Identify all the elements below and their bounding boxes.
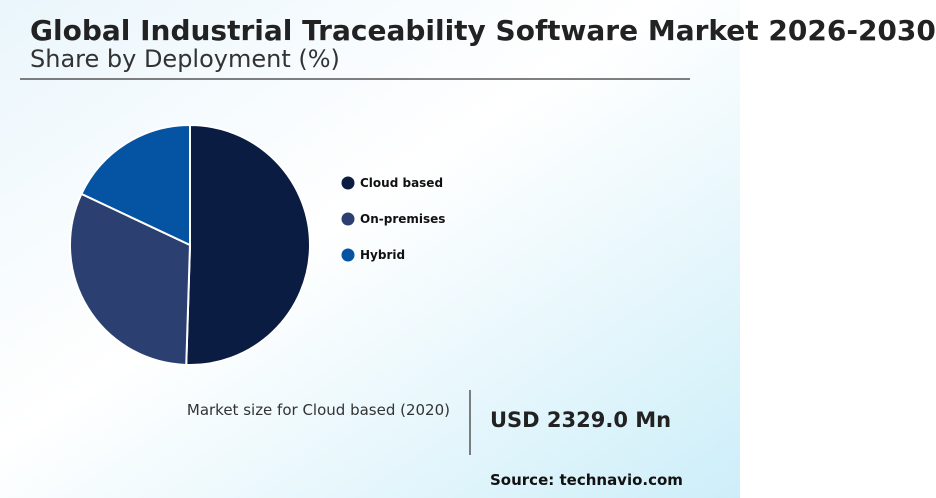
legend: Cloud based On-premises Hybrid <box>341 176 445 262</box>
chart-subtitle: Share by Deployment (%) <box>30 45 340 73</box>
legend-marker <box>341 248 355 262</box>
market-size-value: USD 2329.0 Mn <box>490 408 671 432</box>
pie-slice <box>185 123 311 366</box>
source: Source: technavio.com <box>490 471 683 489</box>
pie-slice <box>69 192 192 366</box>
chart-title: Global Industrial Traceability Software … <box>30 14 936 47</box>
pie-slice <box>80 123 191 247</box>
legend-marker <box>341 212 355 226</box>
market-size-label: Market size for Cloud based (2020) <box>187 401 450 419</box>
legend-label: On-premises <box>360 212 445 226</box>
legend-marker <box>341 176 355 190</box>
pie <box>69 123 311 366</box>
legend-label: Cloud based <box>360 176 443 190</box>
legend-label: Hybrid <box>360 248 405 262</box>
